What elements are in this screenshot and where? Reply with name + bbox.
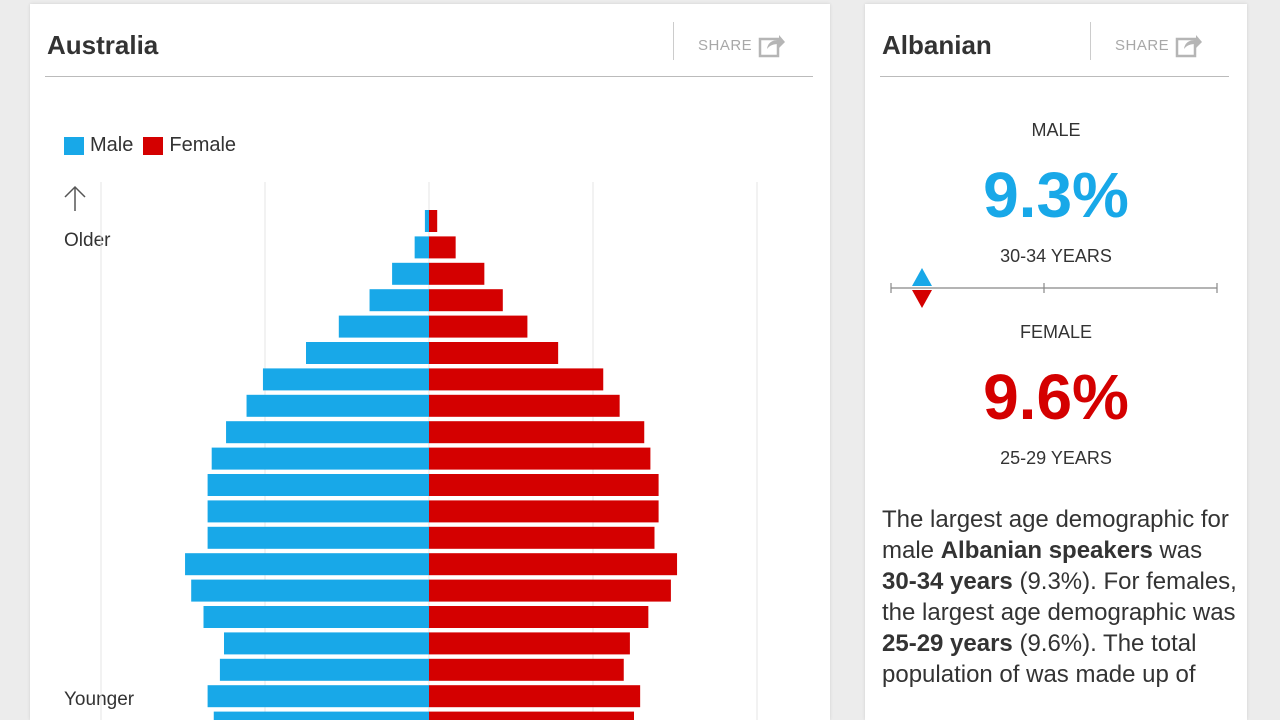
share-icon (758, 35, 786, 58)
male-stat-value: 9.3% (983, 159, 1129, 231)
bar-female (429, 368, 604, 391)
age-slider[interactable] (885, 266, 1230, 312)
female-marker-icon (912, 290, 932, 308)
header-rule (880, 76, 1229, 77)
bar-female (429, 289, 503, 312)
share-button[interactable]: SHARE (698, 32, 786, 58)
bar-male (219, 658, 429, 681)
card-title: Albanian (882, 30, 992, 60)
male-stat-age: 30-34 YEARS (1000, 246, 1112, 266)
bar-male (207, 500, 429, 523)
female-stat-age: 25-29 YEARS (1000, 448, 1112, 468)
male-marker-icon (912, 268, 932, 286)
bar-male (185, 553, 429, 576)
population-pyramid (100, 182, 758, 720)
description-bold: Albanian speakers (940, 537, 1153, 564)
bar-female (429, 711, 634, 720)
description-text: (9.3%). For females, the largest age dem… (882, 568, 1237, 626)
bar-male (203, 606, 429, 628)
language-stats-card: Albanian SHARE MALE 9.3% 30-34 YEARS FEM… (865, 4, 1247, 720)
bar-male (338, 315, 429, 338)
bar-female (429, 421, 645, 444)
female-stat-title: FEMALE (1019, 322, 1093, 342)
older-label: Older (64, 230, 111, 251)
up-arrow-icon (64, 185, 86, 211)
legend-item-female: Female (143, 134, 236, 157)
bar-male (306, 342, 429, 364)
bar-female (429, 236, 456, 259)
share-label: SHARE (698, 36, 753, 54)
bar-male (414, 236, 429, 259)
legend-swatch-female (143, 136, 164, 155)
bar-male (207, 685, 429, 708)
bar-male (424, 210, 429, 232)
bar-male (226, 421, 429, 444)
share-icon (1175, 35, 1203, 58)
bar-female (429, 606, 649, 628)
bar-male (224, 632, 429, 655)
bar-male (262, 368, 429, 391)
share-button[interactable]: SHARE (1115, 32, 1203, 58)
card-title: Australia (47, 30, 159, 60)
bar-male (207, 474, 429, 496)
description-text: (9.6%). The total population of was made… (882, 630, 1197, 688)
bar-female (429, 474, 659, 496)
description-text: was (1152, 537, 1203, 564)
male-stat-title: MALE (1031, 120, 1081, 140)
bar-male (369, 289, 429, 312)
bar-male (213, 711, 429, 720)
bar-female (429, 526, 655, 549)
chart-legend: Male Female (64, 134, 246, 157)
bar-female (429, 262, 485, 285)
bar-female (429, 632, 630, 655)
bar-female (429, 685, 641, 708)
header-divider (1090, 22, 1091, 60)
legend-label-female: Female (169, 134, 237, 156)
header-divider (673, 22, 674, 60)
bar-female (429, 315, 528, 338)
bar-female (429, 658, 624, 681)
description-bold: 30-34 years (882, 568, 1013, 595)
legend-swatch-male (64, 136, 84, 155)
bar-female (429, 500, 659, 523)
bar-male (207, 526, 429, 549)
share-label: SHARE (1115, 36, 1170, 54)
bar-male (211, 447, 429, 470)
bar-female (429, 447, 651, 470)
description-bold: 25-29 years (882, 630, 1013, 657)
bar-male (246, 394, 429, 417)
bar-female (429, 394, 620, 417)
bar-female (429, 210, 438, 232)
demographic-description: The largest age demographic for male Alb… (882, 504, 1237, 690)
pyramid-card: Australia SHARE Male Female Older Younge… (30, 4, 830, 720)
description-text: The largest age demographic for male (882, 506, 1229, 564)
legend-label-male: Male (90, 134, 134, 156)
bar-female (429, 342, 559, 364)
younger-label: Younger (64, 689, 135, 710)
bar-male (191, 579, 429, 602)
header-rule (45, 76, 813, 77)
legend-item-male: Male (64, 134, 133, 157)
bar-female (429, 553, 678, 576)
bar-female (429, 579, 671, 602)
female-stat-value: 9.6% (983, 361, 1129, 433)
bar-male (392, 262, 429, 285)
